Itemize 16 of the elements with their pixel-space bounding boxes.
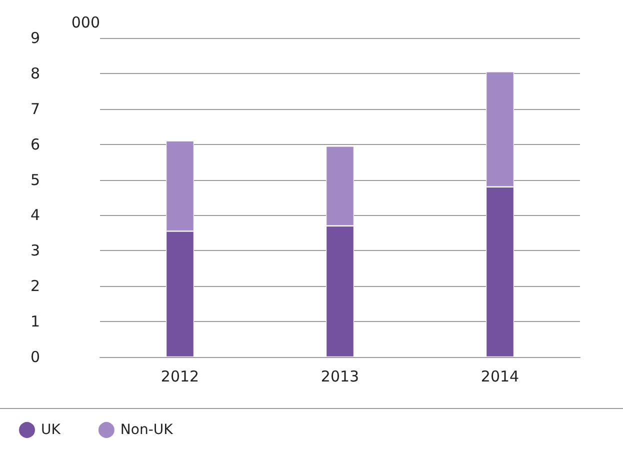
y-tick-label: 0	[30, 348, 40, 366]
y-tick-label: 9	[30, 29, 40, 47]
y-tick-label: 5	[30, 170, 40, 189]
legend-label: Non-UK	[120, 422, 174, 438]
x-tick-label: 2013	[320, 368, 360, 386]
x-tick-label: 2012	[160, 368, 200, 386]
y-tick-label: 7	[30, 100, 40, 118]
y-axis-title: 000	[71, 14, 100, 32]
y-tick-label: 3	[30, 242, 40, 260]
y-tick-label: 6	[30, 135, 40, 154]
x-tick-label: 2014	[480, 368, 520, 386]
legend-label: UK	[41, 422, 62, 438]
y-tick-label: 8	[30, 64, 40, 82]
y-tick-label: 4	[30, 206, 40, 224]
y-tick-label: 1	[30, 312, 40, 331]
y-tick-label: 2	[30, 277, 40, 296]
